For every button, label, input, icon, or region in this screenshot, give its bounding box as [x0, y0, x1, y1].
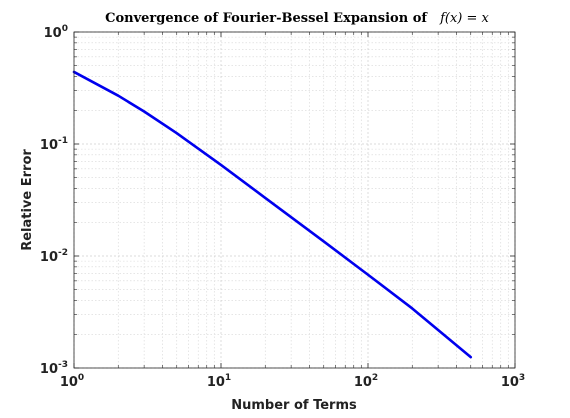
- tick-marks: [73, 31, 516, 369]
- chart-title-text: Convergence of Fourier-Bessel Expansion …: [105, 11, 428, 26]
- x-tick-label-base: 10: [501, 375, 519, 390]
- x-tick-label-exponent: 1: [225, 373, 231, 383]
- x-tick-label: 102: [354, 373, 378, 390]
- y-tick-label: 10-1: [40, 136, 68, 153]
- y-axis-label: Relative Error: [20, 149, 35, 251]
- x-axis-label: Number of Terms: [231, 398, 357, 413]
- plot-area: [74, 32, 515, 368]
- y-tick-label-base: 10: [40, 362, 58, 377]
- y-tick-label-base: 10: [44, 26, 62, 41]
- x-tick-label-exponent: 0: [78, 373, 84, 383]
- x-tick-label: 103: [501, 373, 525, 390]
- x-tick-label-exponent: 2: [372, 373, 378, 383]
- y-tick-label-base: 10: [40, 138, 58, 153]
- y-tick-label: 10-3: [40, 360, 68, 377]
- y-tick-label-exponent: -3: [58, 360, 68, 370]
- minor-grid: [74, 32, 515, 368]
- y-tick-label-exponent: -2: [58, 248, 68, 258]
- y-tick-label: 100: [44, 24, 68, 41]
- x-tick-label-base: 10: [207, 375, 225, 390]
- x-tick-label-base: 10: [354, 375, 372, 390]
- chart-title: Convergence of Fourier-Bessel Expansion …: [105, 7, 489, 26]
- y-tick-label-exponent: -1: [58, 136, 68, 146]
- x-tick-labels: 100 101 102 103: [60, 373, 525, 390]
- y-tick-label: 10-2: [40, 248, 68, 265]
- y-tick-label-exponent: 0: [62, 24, 68, 34]
- y-tick-label-base: 10: [40, 250, 58, 265]
- series-line: [72, 70, 473, 359]
- x-tick-label-exponent: 3: [519, 373, 525, 383]
- x-tick-label: 100: [60, 373, 84, 390]
- x-tick-label-base: 10: [60, 375, 78, 390]
- series-layer: [72, 70, 473, 359]
- x-tick-label: 101: [207, 373, 231, 390]
- chart-title-math: f(x) = x: [439, 11, 489, 26]
- plot-frame: [73, 31, 516, 369]
